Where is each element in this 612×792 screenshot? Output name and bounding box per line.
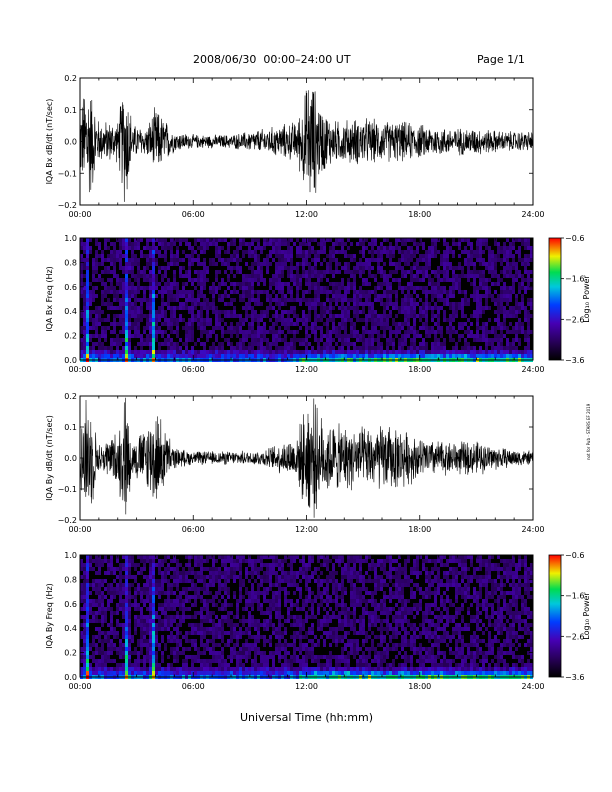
colorbar-tick-label: −0.6 — [565, 234, 584, 243]
x-tick-label: 00:00 — [68, 682, 91, 691]
colorbar — [548, 554, 562, 678]
colorbar-label: Log₁₀ Power — [582, 592, 591, 640]
y-tick-label: −0.2 — [58, 201, 77, 210]
x-tick-label: 24:00 — [521, 210, 544, 219]
y-tick-label: 0.2 — [64, 74, 77, 83]
colorbar-tick-label: −3.6 — [565, 673, 584, 682]
x-tick-label: 06:00 — [182, 365, 205, 374]
x-tick-label: 00:00 — [68, 365, 91, 374]
colorbar-tick-label: −3.6 — [565, 356, 584, 365]
x-tick-label: 18:00 — [408, 525, 431, 534]
x-tick-label: 18:00 — [408, 365, 431, 374]
y-tick-label: 0.1 — [64, 106, 77, 115]
spectrogram-cells — [80, 238, 533, 362]
colorbar — [548, 237, 562, 361]
x-tick-label: 24:00 — [521, 525, 544, 534]
y-tick-label: −0.1 — [58, 485, 77, 494]
y-tick-label: 0.4 — [64, 624, 77, 633]
plot-title: 2008/06/30 00:00–24:00 UT — [193, 53, 351, 66]
y-tick-label: 0.2 — [64, 392, 77, 401]
colorbar-label: Log₁₀ Power — [582, 275, 591, 323]
y-tick-label: 0.0 — [64, 138, 77, 147]
x-tick-label: 00:00 — [68, 210, 91, 219]
y-tick-label: 0.8 — [64, 258, 77, 267]
x-tick-label: 06:00 — [182, 525, 205, 534]
colorbar-tick-label: −2.6 — [565, 315, 584, 324]
y-tick-label: −0.2 — [58, 516, 77, 525]
y-tick-label: 0.2 — [64, 332, 77, 341]
side-note: not for Pub - STARS EF 2019 — [586, 403, 591, 460]
y-tick-label: −0.1 — [58, 169, 77, 178]
y-tick-label: 0.0 — [64, 673, 77, 682]
colorbar-tick-label: −1.6 — [565, 275, 584, 284]
x-tick-label: 18:00 — [408, 682, 431, 691]
x-tick-label: 00:00 — [68, 525, 91, 534]
colorbar-tick-label: −2.6 — [565, 632, 584, 641]
y-tick-label: 0.0 — [64, 356, 77, 365]
y-tick-label: 0.8 — [64, 575, 77, 584]
colorbar-tick-label: −0.6 — [565, 551, 584, 560]
x-tick-label: 12:00 — [295, 525, 318, 534]
x-tick-label: 12:00 — [295, 210, 318, 219]
y-axis-label: IQA By Freq (Hz) — [45, 583, 54, 649]
signal-trace — [79, 90, 534, 202]
x-axis-label: Universal Time (hh:mm) — [240, 711, 373, 724]
signal-trace — [79, 397, 534, 518]
y-axis-label: IQA Bx Freq (Hz) — [45, 266, 54, 332]
x-tick-label: 24:00 — [521, 682, 544, 691]
y-tick-label: 0.0 — [64, 454, 77, 463]
y-tick-label: 1.0 — [64, 551, 77, 560]
y-tick-label: 0.6 — [64, 283, 77, 292]
x-tick-label: 06:00 — [182, 210, 205, 219]
x-tick-label: 12:00 — [295, 682, 318, 691]
x-tick-label: 12:00 — [295, 365, 318, 374]
x-tick-label: 06:00 — [182, 682, 205, 691]
y-tick-label: 1.0 — [64, 234, 77, 243]
y-axis-label: IQA Bx dB/dt (nT/sec) — [45, 99, 54, 185]
y-tick-label: 0.4 — [64, 307, 77, 316]
y-tick-label: 0.6 — [64, 600, 77, 609]
page-number: Page 1/1 — [477, 53, 525, 66]
y-axis-label: IQA By dB/dt (nT/sec) — [45, 415, 54, 501]
y-tick-label: 0.1 — [64, 423, 77, 432]
colorbar-tick-label: −1.6 — [565, 592, 584, 601]
y-tick-label: 0.2 — [64, 649, 77, 658]
x-tick-label: 18:00 — [408, 210, 431, 219]
x-tick-label: 24:00 — [521, 365, 544, 374]
